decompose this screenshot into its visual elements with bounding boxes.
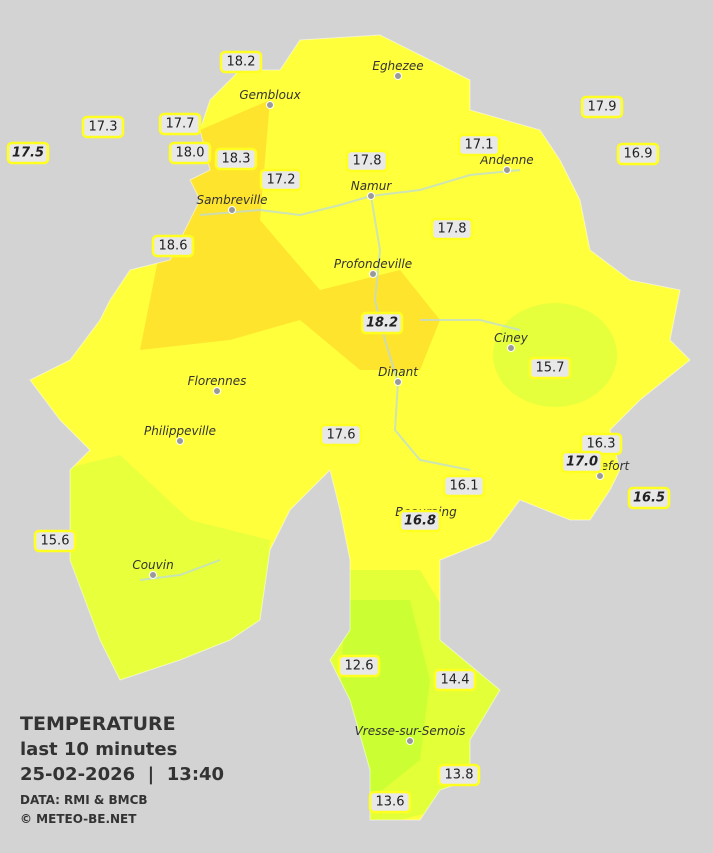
legend-source: DATA: RMI & BMCB — [20, 793, 148, 807]
reading-label: 17.9 — [588, 100, 617, 115]
city-dot — [213, 387, 221, 395]
city-dot — [503, 166, 511, 174]
reading-label: 17.7 — [166, 117, 195, 132]
reading-label: 16.5 — [633, 491, 665, 506]
reading-box — [151, 234, 195, 258]
reading-box — [345, 149, 389, 173]
reading-label: 15.6 — [41, 534, 70, 549]
city-name: Andenne — [479, 153, 533, 167]
city-name: Sambreville — [196, 193, 267, 207]
reading-box — [368, 790, 412, 814]
city-dot — [394, 378, 402, 386]
reading-label: 17.8 — [353, 154, 382, 169]
reading-label: 16.3 — [587, 437, 616, 452]
reading-box — [319, 423, 363, 447]
reading-box — [437, 763, 481, 787]
reading-box — [158, 112, 202, 136]
reading-box — [168, 141, 212, 165]
legend-copyright: © METEO-BE.NET — [20, 812, 137, 826]
city-name: Namur — [351, 179, 393, 193]
reading-label: 12.6 — [345, 659, 374, 674]
reading-box — [430, 217, 474, 241]
reading-label: 16.9 — [624, 147, 653, 162]
reading-label: 16.8 — [404, 514, 436, 529]
reading-label: 13.8 — [445, 768, 474, 783]
reading-box — [33, 529, 77, 553]
reading-label: 17.6 — [327, 428, 356, 443]
city-name: Dinant — [378, 365, 419, 379]
reading-label: 17.1 — [465, 138, 494, 153]
reading-box — [337, 654, 381, 678]
reading-box — [442, 474, 486, 498]
city-dot — [596, 472, 604, 480]
reading-label: 15.7 — [536, 361, 565, 376]
city-name: Philippeville — [144, 424, 216, 438]
reading-box — [457, 133, 501, 157]
city-dot — [369, 270, 377, 278]
city-dot — [176, 437, 184, 445]
reading-label: 17.3 — [89, 120, 118, 135]
city-name: Florennes — [188, 374, 247, 388]
city-dot — [266, 101, 274, 109]
city-name: Gembloux — [239, 88, 301, 102]
reading-label: 18.2 — [227, 55, 256, 70]
legend-title: TEMPERATURE — [20, 713, 176, 735]
reading-box — [528, 356, 572, 380]
reading-box — [580, 95, 624, 119]
city-name: Couvin — [132, 558, 173, 572]
city-dot — [367, 192, 375, 200]
reading-box — [6, 141, 50, 165]
city-dot — [149, 571, 157, 579]
reading-box — [627, 486, 671, 510]
city-name: Vresse-sur-Semois — [355, 724, 466, 738]
reading-box — [398, 509, 442, 533]
reading-box — [214, 147, 258, 171]
reading-label: 18.0 — [176, 146, 205, 161]
reading-label: 17.0 — [566, 455, 598, 470]
reading-label: 16.1 — [450, 479, 479, 494]
reading-box — [219, 50, 263, 74]
readings: 18.2 17.3 17.7 17.5 18.0 18.3 17.2 17.8 17.1 17.9… — [6, 50, 671, 814]
reading-box — [616, 142, 660, 166]
reading-box — [360, 311, 404, 335]
reading-box — [81, 115, 125, 139]
reading-box — [259, 168, 303, 192]
city-dot — [394, 72, 402, 80]
reading-label: 18.6 — [159, 239, 188, 254]
reading-box — [433, 668, 477, 692]
reading-label: 17.5 — [12, 146, 44, 161]
city-dot — [507, 344, 515, 352]
city-name: Profondeville — [334, 257, 412, 271]
city-name: Ciney — [494, 331, 529, 345]
reading-label: 17.8 — [438, 222, 467, 237]
reading-label: 18.2 — [366, 316, 398, 331]
reading-label: 14.4 — [441, 673, 470, 688]
city-name: Eghezee — [372, 59, 423, 73]
reading-label: 18.3 — [222, 152, 251, 167]
reading-label: 17.2 — [267, 173, 296, 188]
legend-datetime: 25-02-2026 | 13:40 — [20, 764, 224, 785]
reading-label: 13.6 — [376, 795, 405, 810]
city-dot — [406, 737, 414, 745]
legend-period: last 10 minutes — [20, 739, 177, 760]
reading-box — [560, 450, 604, 474]
city-dot — [228, 206, 236, 214]
